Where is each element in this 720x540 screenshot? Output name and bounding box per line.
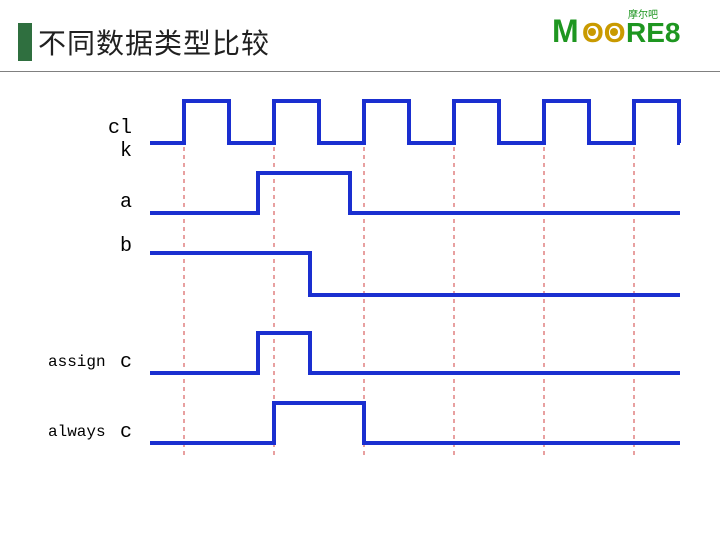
signal-label-a: a [120, 191, 132, 214]
logo: M OO RE8 摩尔吧 [552, 8, 702, 57]
waveform-svg [150, 95, 690, 495]
accent-block [18, 23, 32, 61]
logo-m: M [552, 13, 579, 49]
page-title: 不同数据类型比较 [38, 22, 270, 62]
logo-cn: 摩尔吧 [628, 8, 658, 21]
timing-diagram: cl kabassigncalwaysc [0, 95, 720, 525]
signal-label-assign_c: c [120, 351, 132, 374]
header: 不同数据类型比较 M OO RE8 摩尔吧 [0, 0, 720, 72]
logo-re8: RE8 [626, 17, 680, 48]
signal-prefix-always_c: always [48, 423, 106, 441]
signal-label-clk: cl k [108, 117, 132, 163]
signal-prefix-assign_c: assign [48, 353, 106, 371]
signal-label-b: b [120, 235, 132, 258]
moore8-logo-icon: M OO RE8 摩尔吧 [552, 8, 702, 52]
title-bar: 不同数据类型比较 [18, 22, 270, 62]
signal-label-always_c: c [120, 421, 132, 444]
